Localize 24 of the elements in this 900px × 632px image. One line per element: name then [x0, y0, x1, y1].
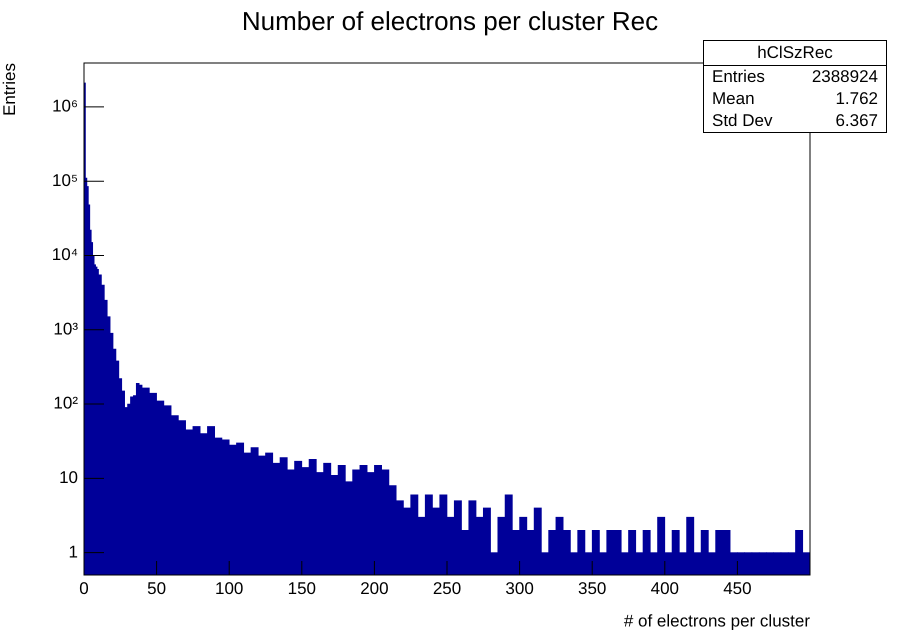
x-tick-label: 100	[215, 578, 244, 598]
text: Mean 1.762	[712, 89, 878, 108]
text: hClSzRec	[704, 41, 886, 66]
y-axis-title: Entries	[0, 63, 19, 116]
text: Entries 2388924	[712, 67, 878, 86]
x-tick-label: 150	[288, 578, 316, 598]
x-tick-label: 400	[650, 578, 679, 598]
text: Std Dev 6.367	[712, 111, 878, 130]
y-tick-label: 10²	[53, 394, 78, 413]
x-axis-title: # of electrons per cluster	[624, 611, 810, 630]
x-tick-label: 250	[432, 578, 462, 598]
chart-title: Number of electrons per cluster Rec	[240, 6, 660, 37]
x-tick-label: 450	[723, 578, 752, 598]
y-tick-label: 10	[59, 468, 78, 488]
x-tick-label: 300	[505, 578, 534, 598]
y-tick-label: 10⁴	[52, 245, 78, 264]
x-tick-label: 350	[578, 578, 606, 598]
y-tick-label: 1	[68, 542, 78, 562]
y-tick-label: 10⁵	[52, 170, 78, 190]
x-tick-label: 0	[79, 578, 89, 598]
y-tick-label: 10³	[53, 319, 78, 338]
y-tick-label: 10⁶	[52, 96, 78, 116]
x-tick-label: 200	[360, 578, 389, 598]
x-tick-label: 50	[147, 578, 166, 598]
